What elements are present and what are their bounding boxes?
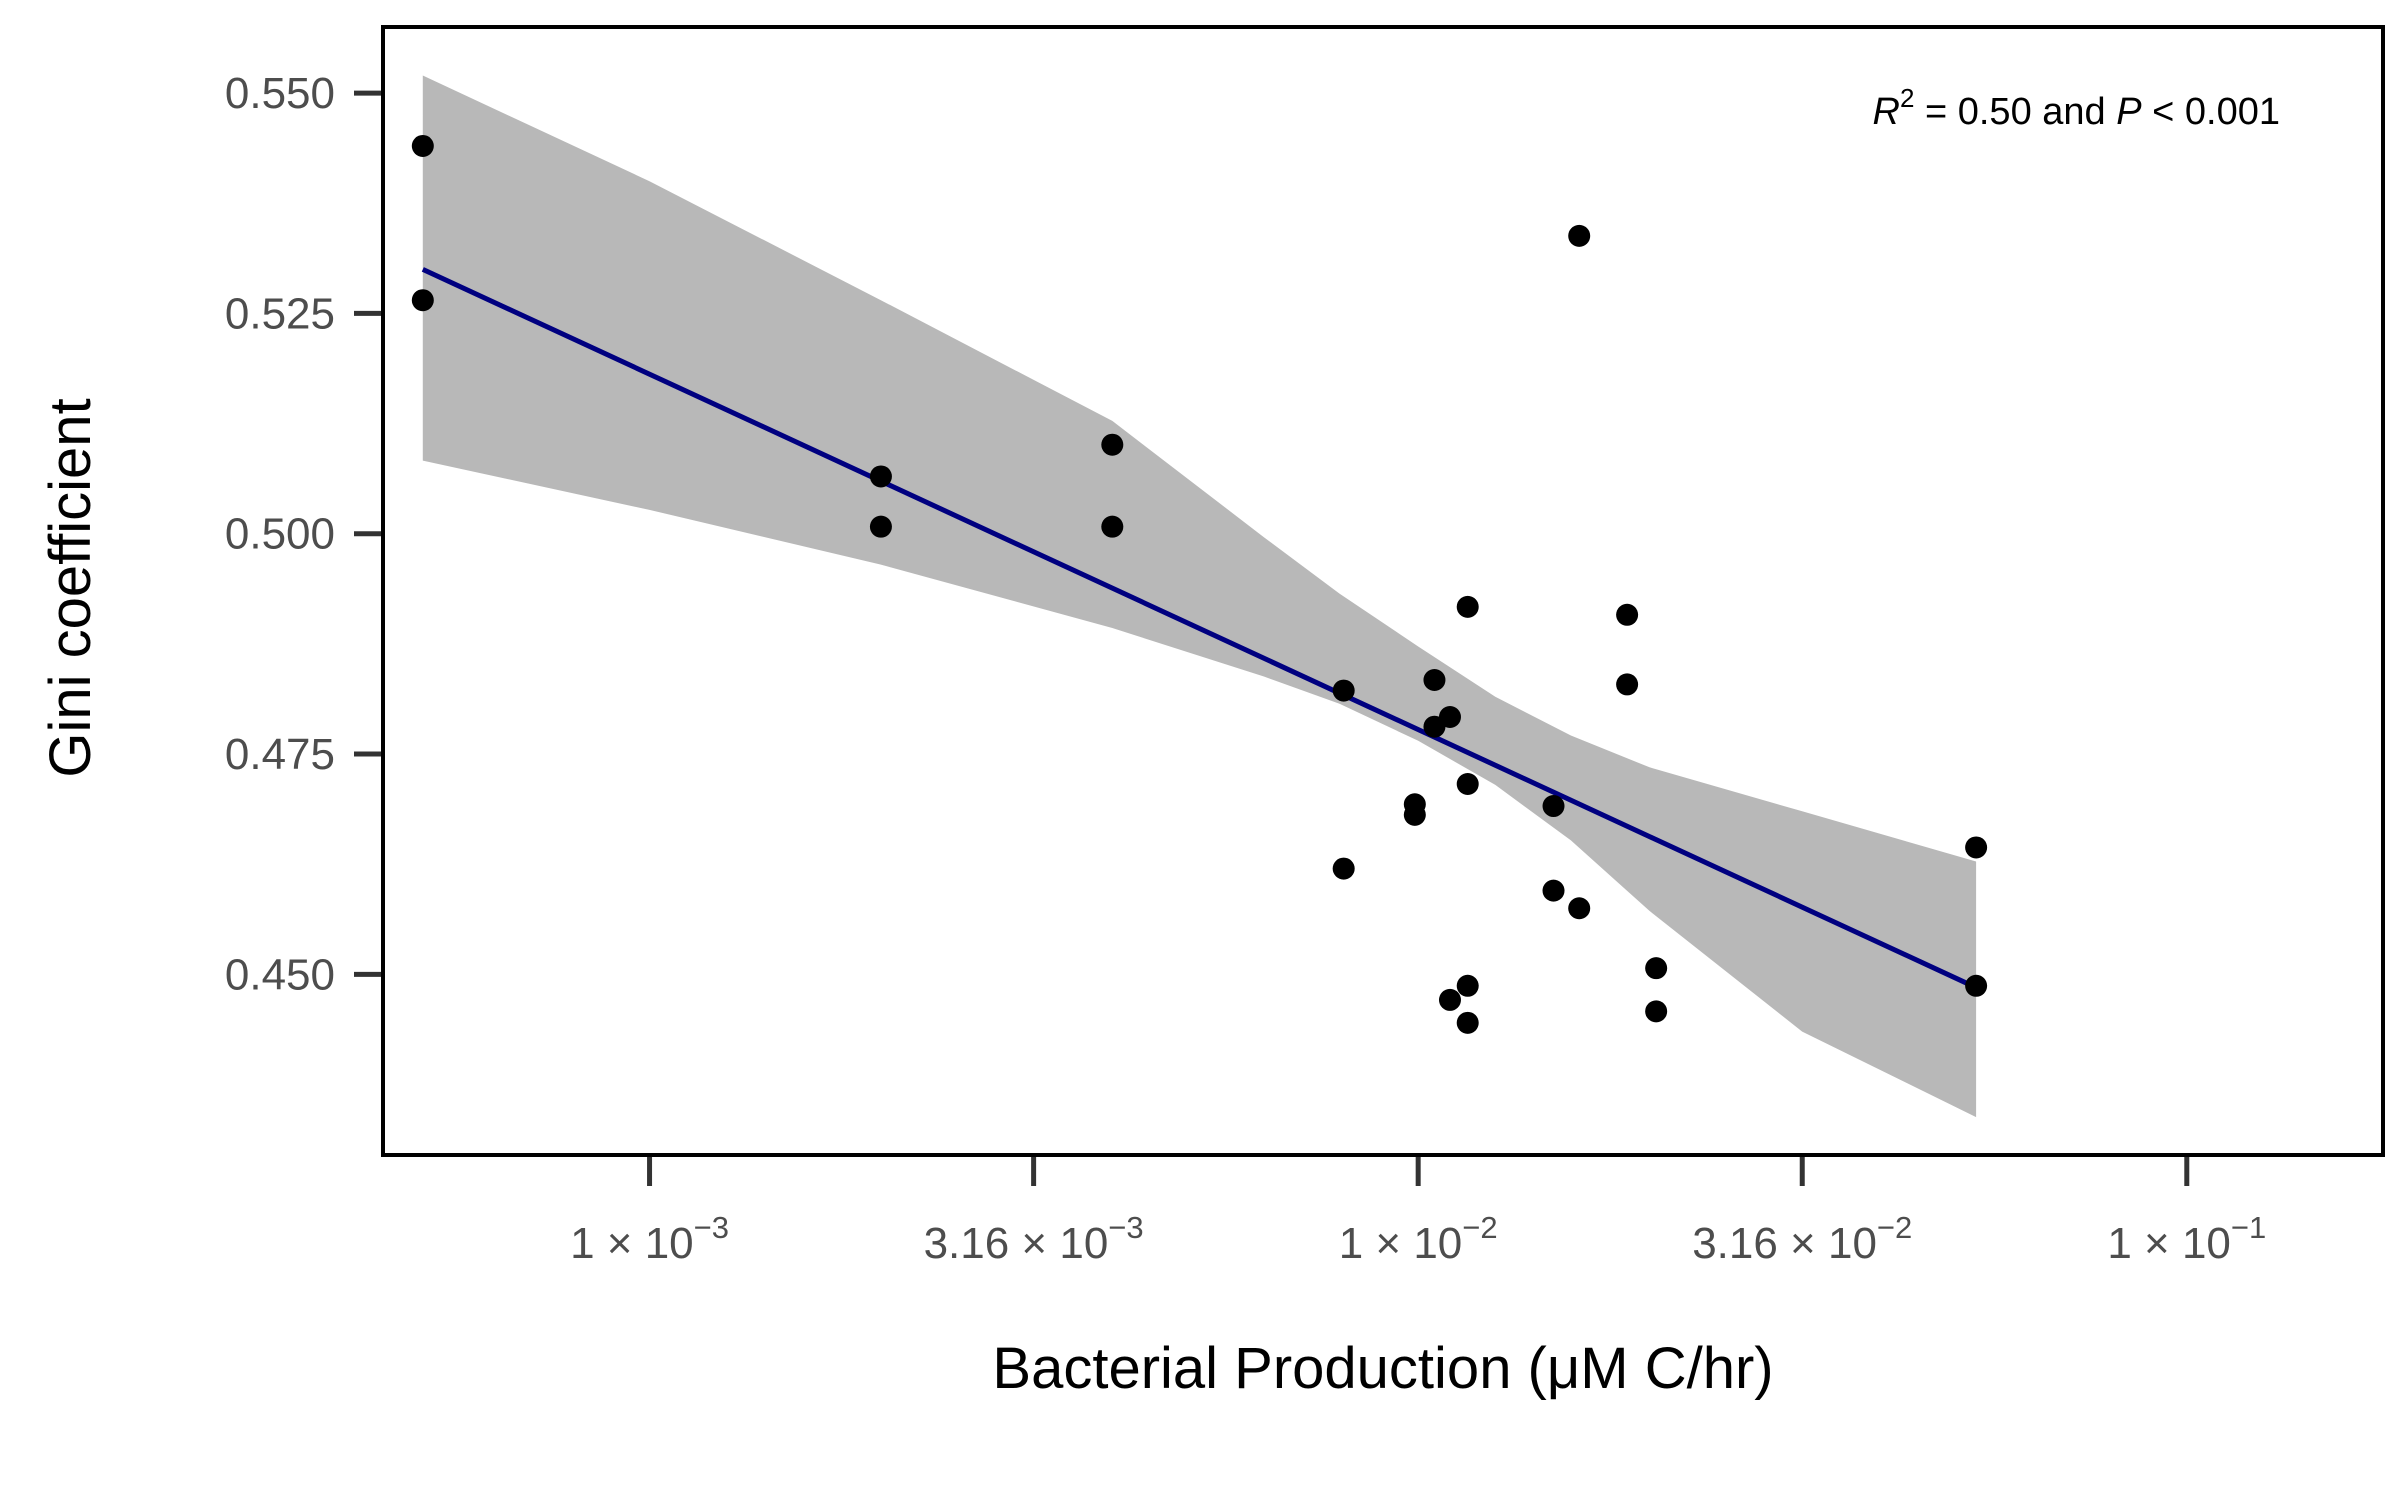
- data-point: [1542, 795, 1565, 818]
- data-point: [1616, 603, 1639, 626]
- y-tick-label: 0.475: [225, 730, 335, 779]
- confidence-band: [422, 75, 1977, 1118]
- data-point: [1456, 974, 1479, 997]
- data-point: [1101, 433, 1124, 456]
- y-tick-label: 0.500: [225, 510, 335, 559]
- data-point: [869, 465, 892, 488]
- confidence-band-layer: [422, 75, 1977, 1118]
- y-axis: 0.450 0.475 0.500 0.525 0.550: [225, 69, 381, 999]
- data-point: [1645, 1000, 1668, 1023]
- fit-line-layer: [421, 267, 1978, 990]
- data-point: [1568, 224, 1591, 247]
- fit-annotation: R2 = 0.50 and P < 0.001: [1873, 83, 2280, 133]
- y-tick-label: 0.550: [225, 69, 335, 118]
- plot-frame: [381, 25, 2385, 1157]
- data-point: [1542, 879, 1565, 902]
- data-point: [1403, 803, 1426, 826]
- x-tick-label: 1 × 10−2: [1339, 1210, 1498, 1268]
- data-point: [411, 289, 434, 312]
- x-tick-label: 3.16 × 10−3: [924, 1210, 1144, 1268]
- annotation-r-exponent: 2: [1900, 83, 1914, 113]
- annotation-tail: < 0.001: [2142, 91, 2280, 133]
- data-point: [1438, 706, 1461, 729]
- x-tick-label: 3.16 × 10−2: [1692, 1210, 1912, 1268]
- annotation-p-symbol: P: [2116, 91, 2142, 133]
- y-axis-title: Gini coefficient: [38, 398, 103, 777]
- data-point: [1456, 1011, 1479, 1034]
- x-tick-label: 1 × 10−3: [570, 1210, 729, 1268]
- data-point: [1456, 772, 1479, 795]
- data-point: [869, 515, 892, 538]
- regression-line: [421, 267, 1978, 990]
- annotation-r-symbol: R: [1873, 91, 1900, 133]
- data-point: [1616, 673, 1639, 696]
- data-points-layer: [411, 134, 1988, 1034]
- x-axis: 1 × 10−3 3.16 × 10−3 1 × 10−2 3.16 × 10−2 1 …: [570, 1157, 2266, 1268]
- y-tick-label: 0.525: [225, 289, 335, 338]
- x-tick-label: 1 × 10−1: [2107, 1210, 2266, 1268]
- y-tick-label: 0.450: [225, 950, 335, 999]
- data-point: [1423, 669, 1446, 692]
- data-point: [411, 134, 434, 157]
- data-point: [1438, 988, 1461, 1011]
- x-axis-title: Bacterial Production (μM C/hr): [992, 1336, 1773, 1401]
- data-point: [1965, 836, 1988, 859]
- data-point: [1568, 897, 1591, 920]
- annotation-middle: = 0.50 and: [1914, 91, 2116, 133]
- data-point: [1645, 957, 1668, 980]
- data-point: [1332, 857, 1355, 880]
- data-point: [1965, 974, 1988, 997]
- data-point: [1101, 515, 1124, 538]
- data-point: [1332, 679, 1355, 702]
- data-point: [1456, 595, 1479, 618]
